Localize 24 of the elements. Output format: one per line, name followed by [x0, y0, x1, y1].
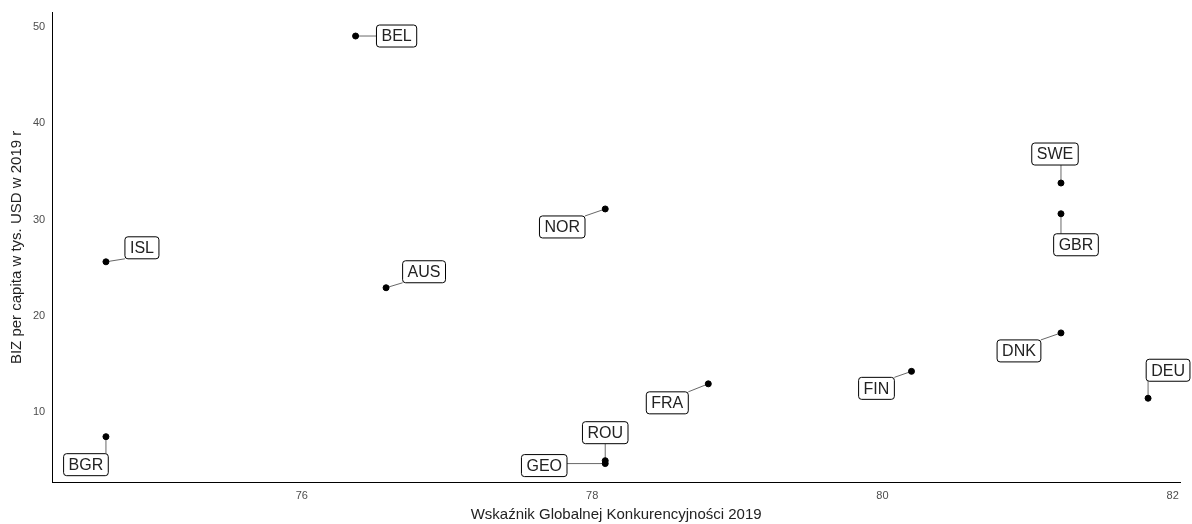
y-tick-label: 40	[32, 116, 46, 129]
annotation: DNK	[1002, 342, 1037, 360]
x-tick-label: 78	[586, 489, 599, 502]
y-tick-label: 30	[32, 212, 46, 225]
annotation: BGR	[68, 456, 104, 474]
annotation: NOR	[544, 218, 581, 236]
annotation: GBR	[1058, 236, 1094, 254]
y-tick-label: 50	[32, 20, 46, 33]
annotation: FIN	[863, 379, 890, 397]
x-tick-label: 76	[295, 489, 309, 502]
annotation: BEL	[381, 27, 412, 45]
annotation: ISL	[129, 239, 155, 257]
x-tick-label: 80	[876, 489, 889, 502]
annotation: SWE	[1036, 145, 1074, 163]
x-axis-title: Wskaźnik Globalnej Konkurencyjności 2019	[470, 505, 762, 523]
annotation: GEO	[526, 456, 563, 474]
annotation: DEU	[1151, 361, 1185, 379]
annotation: FRA	[651, 394, 684, 412]
annotation: ROU	[587, 424, 624, 442]
y-axis-title: BIZ per capita w tys. USD w 2019 r	[7, 130, 25, 365]
x-tick-label: 82	[1166, 489, 1179, 502]
y-tick-label: 20	[32, 308, 46, 321]
y-tick-label: 10	[32, 404, 46, 417]
annotation: AUS	[407, 263, 441, 281]
